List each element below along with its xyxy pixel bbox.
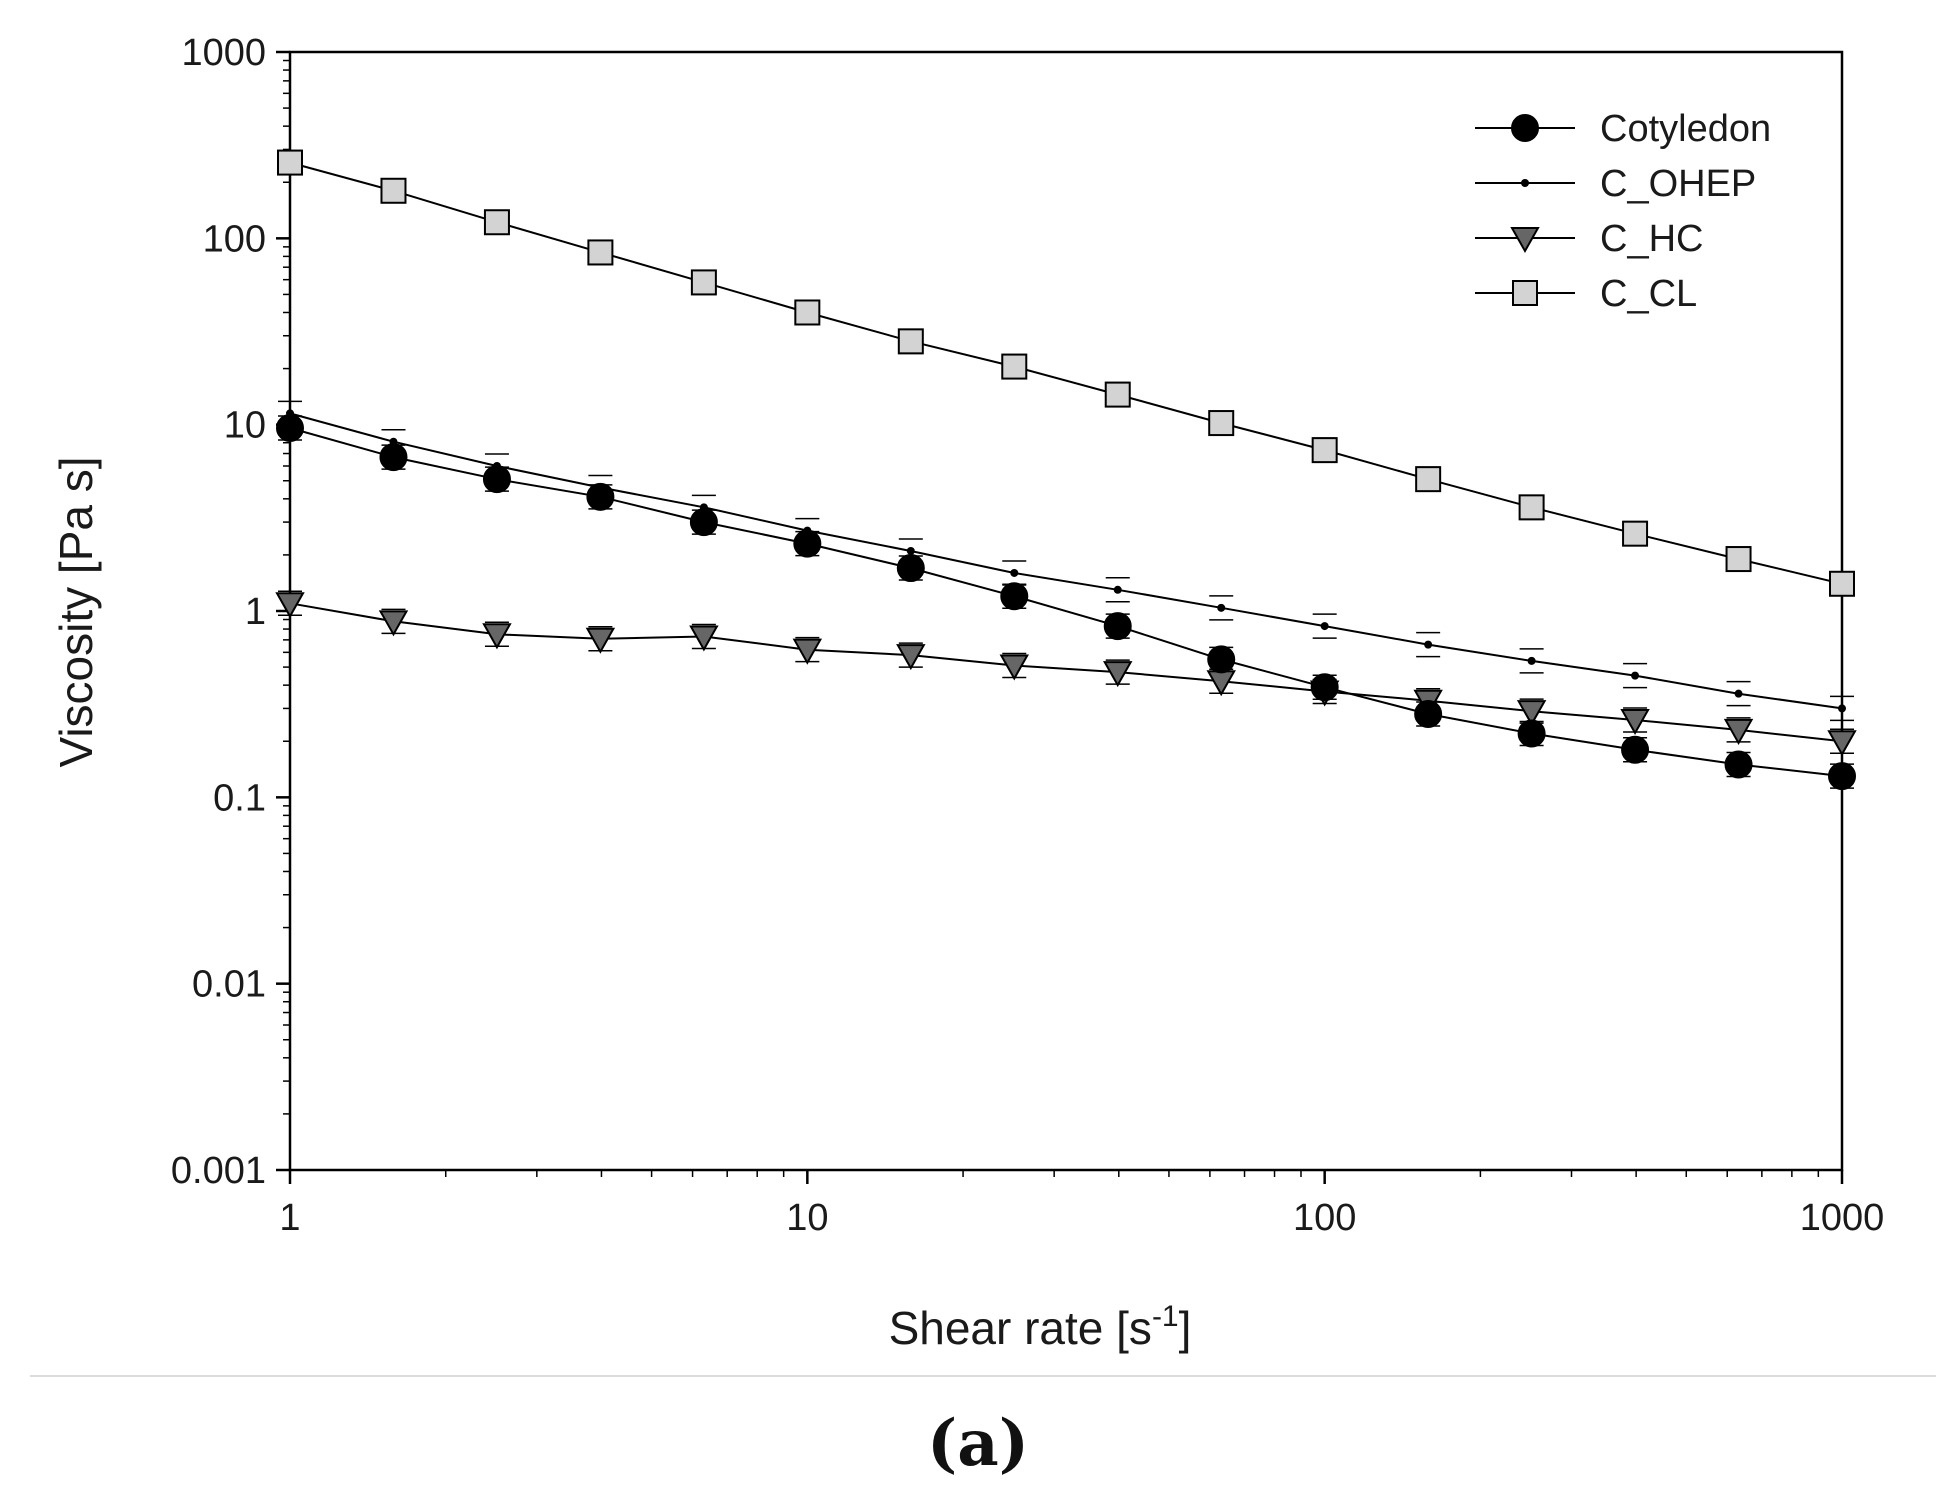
data-point xyxy=(1217,603,1226,612)
x-axis-label-main: Shear rate [s xyxy=(889,1302,1152,1354)
series-line xyxy=(289,412,1843,710)
legend-label: C_HC xyxy=(1600,218,1703,260)
y-tick-label: 0.01 xyxy=(192,964,266,1006)
data-point xyxy=(1829,570,1855,597)
data-point xyxy=(482,465,511,494)
y-tick-label: 100 xyxy=(203,218,266,260)
data-point xyxy=(380,177,407,204)
data-point xyxy=(1415,466,1442,493)
series-line xyxy=(289,427,1843,778)
data-point xyxy=(482,623,512,650)
data-point xyxy=(1010,568,1019,577)
data-point xyxy=(1208,410,1235,437)
legend-marker xyxy=(1512,280,1538,306)
data-point xyxy=(897,328,924,355)
data-point xyxy=(379,443,408,472)
legend-entry-c-cl: C_CL xyxy=(1475,273,1697,315)
series-line xyxy=(289,602,1843,743)
data-point xyxy=(1103,661,1133,688)
data-point xyxy=(276,413,304,442)
data-point xyxy=(1103,612,1132,641)
data-point xyxy=(1311,437,1338,464)
data-point xyxy=(1113,585,1122,594)
legend-label: C_CL xyxy=(1600,273,1697,315)
data-point xyxy=(1724,750,1753,779)
data-point xyxy=(378,610,409,637)
data-point xyxy=(1838,704,1846,713)
legend-label: C_OHEP xyxy=(1600,163,1756,205)
series-c-cl xyxy=(277,149,1855,597)
series-line xyxy=(289,161,1843,585)
data-point xyxy=(1516,700,1547,727)
legend-marker xyxy=(1521,179,1529,187)
data-point xyxy=(793,529,822,558)
series-cotyledon xyxy=(276,413,1856,791)
data-point xyxy=(1414,700,1443,729)
data-point xyxy=(906,546,915,555)
data-point xyxy=(587,239,614,266)
data-point xyxy=(1723,718,1754,745)
x-tick-label: 100 xyxy=(1293,1197,1356,1239)
x-tick-label: 1 xyxy=(279,1197,300,1239)
series-c-hc xyxy=(275,590,1857,757)
data-point xyxy=(1734,689,1743,698)
data-point xyxy=(1622,520,1649,547)
x-tick-label: 10 xyxy=(786,1197,828,1239)
legend-entry-c-ohep: C_OHEP xyxy=(1475,163,1756,205)
x-axis-label-suffix: ] xyxy=(1179,1302,1192,1354)
data-point xyxy=(1527,656,1536,665)
panel-label: (a) xyxy=(927,1406,1029,1481)
y-axis: 0.001 0.01 0.1 1 10 100 1000 xyxy=(171,32,290,1192)
data-point xyxy=(1631,671,1640,680)
legend: Cotyledon C_OHEP C_HC C_CL xyxy=(1475,108,1771,315)
y-axis-label: Viscosity [Pa s] xyxy=(50,456,102,767)
y-tick-label: 0.001 xyxy=(171,1150,266,1192)
series-c-ohep xyxy=(278,400,1854,722)
legend-entry-cotyledon: Cotyledon xyxy=(1475,108,1771,150)
data-point xyxy=(1518,494,1545,521)
data-point xyxy=(999,654,1029,681)
legend-label: Cotyledon xyxy=(1600,108,1771,150)
data-point xyxy=(689,508,718,537)
data-point xyxy=(483,209,510,236)
data-point xyxy=(1104,381,1131,408)
data-point xyxy=(1320,622,1329,631)
data-point xyxy=(896,554,925,583)
data-point xyxy=(1310,673,1339,702)
series-layer xyxy=(275,149,1857,791)
data-point xyxy=(1000,582,1029,611)
x-axis: 1 10 100 1000 xyxy=(279,1170,1884,1239)
x-tick-label: 1000 xyxy=(1800,1197,1885,1239)
data-point xyxy=(794,299,821,326)
data-point xyxy=(1517,719,1546,748)
data-point xyxy=(1827,730,1857,757)
data-point xyxy=(1207,645,1236,674)
data-point xyxy=(275,592,305,619)
y-tick-label: 0.1 xyxy=(213,777,266,819)
legend-marker xyxy=(1510,227,1540,254)
data-point xyxy=(1725,546,1752,573)
x-axis-label: Shear rate [s-1] xyxy=(889,1300,1192,1354)
data-point xyxy=(1001,353,1028,380)
y-tick-label: 10 xyxy=(224,405,266,447)
data-point xyxy=(689,625,719,652)
legend-marker xyxy=(1511,114,1539,142)
data-point xyxy=(586,482,615,511)
legend-entry-c-hc: C_HC xyxy=(1475,218,1703,260)
data-point xyxy=(1620,709,1650,736)
data-point xyxy=(277,149,303,176)
y-tick-label: 1000 xyxy=(181,32,266,74)
data-point xyxy=(896,644,926,671)
data-point xyxy=(1828,762,1856,791)
data-point xyxy=(792,638,823,665)
data-point xyxy=(1621,735,1650,764)
x-axis-label-superscript: -1 xyxy=(1152,1300,1179,1333)
data-point xyxy=(585,627,616,654)
y-tick-label: 1 xyxy=(245,591,266,633)
data-point xyxy=(690,269,717,296)
data-point xyxy=(1424,640,1433,649)
